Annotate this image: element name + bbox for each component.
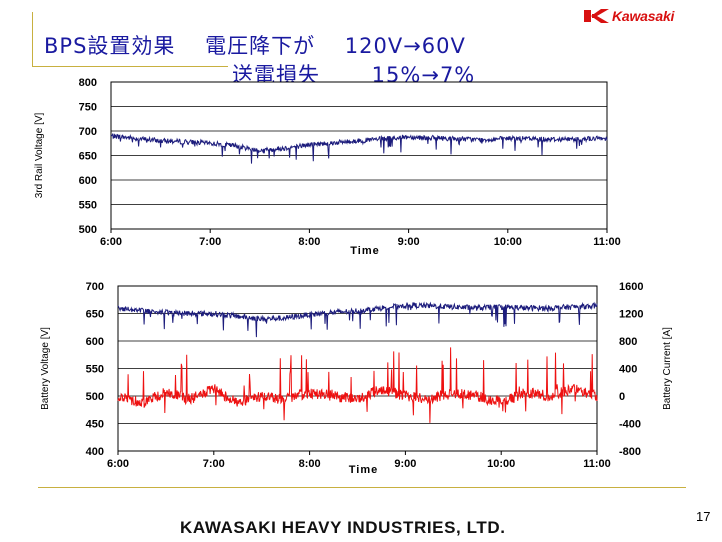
x-tick-label: 8:00 <box>299 458 321 470</box>
y2-tick-label: 800 <box>619 336 637 348</box>
chart-battery: 400 450 500 550 600 650 700 -800 -400 0 400 800 1200… <box>40 281 673 476</box>
footer-rule <box>38 487 686 488</box>
kawasaki-logo: Kawasaki <box>584 6 674 26</box>
title-left-rule <box>32 12 33 67</box>
y-tick-label: 500 <box>86 391 104 403</box>
series-line-current <box>117 347 598 423</box>
x-axis-title: Time <box>350 245 379 257</box>
y-axis-title: 3rd Rail Voltage [V] <box>34 112 45 198</box>
x-tick-label: 11:00 <box>593 236 621 248</box>
title-underline <box>32 66 228 67</box>
x-tick-label: 9:00 <box>394 458 416 470</box>
kawasaki-k-mark-icon <box>584 9 609 23</box>
footer-company-name: KAWASAKI HEAVY INDUSTRIES, LTD. <box>180 518 506 537</box>
x-tick-label: 6:00 <box>100 236 122 248</box>
page-number: 17 <box>696 509 711 524</box>
y-tick-label: 600 <box>79 175 97 187</box>
y2-tick-label: -400 <box>619 419 641 431</box>
y-axis-title: Battery Voltage [V] <box>40 327 51 410</box>
y-tick-label: 750 <box>79 102 97 114</box>
x-tick-label: 9:00 <box>398 236 420 248</box>
x-tick-label: 8:00 <box>298 236 320 248</box>
y-tick-label: 550 <box>86 364 104 376</box>
y-tick-label: 550 <box>79 200 97 212</box>
chart-3rd-rail-voltage: 500 550 600 650 700 750 800 6:00 7:00 8:00 9:00 10:… <box>34 77 621 257</box>
y2-tick-label: 1200 <box>619 309 643 321</box>
y-tick-label: 650 <box>79 151 97 163</box>
x-tick-label: 10:00 <box>494 236 522 248</box>
y-tick-label: 800 <box>79 77 97 89</box>
x-tick-label: 6:00 <box>107 458 129 470</box>
y-tick-label: 700 <box>79 126 97 138</box>
logo-wordmark: Kawasaki <box>612 8 675 24</box>
x-axis-title: Time <box>349 464 378 476</box>
slide-title-line1: BPS設置効果 電圧降下が 120V→60V <box>44 34 466 58</box>
y-tick-label: 500 <box>79 224 97 236</box>
y2-tick-label: 1600 <box>619 281 643 293</box>
y2-tick-label: 400 <box>619 364 637 376</box>
y-tick-label: 600 <box>86 336 104 348</box>
series-line-voltage <box>110 132 608 164</box>
x-tick-label: 11:00 <box>583 458 611 470</box>
y2-tick-label: -800 <box>619 446 641 458</box>
y-tick-label: 700 <box>86 281 104 293</box>
x-tick-label: 7:00 <box>203 458 225 470</box>
y-tick-label: 650 <box>86 309 104 321</box>
y-tick-label: 400 <box>86 446 104 458</box>
y2-axis-title: Battery Current [A] <box>662 327 673 410</box>
x-tick-label: 10:00 <box>487 458 515 470</box>
y2-tick-label: 0 <box>619 391 625 403</box>
x-tick-label: 7:00 <box>199 236 221 248</box>
series-line-voltage <box>117 301 598 338</box>
y-tick-label: 450 <box>86 419 104 431</box>
